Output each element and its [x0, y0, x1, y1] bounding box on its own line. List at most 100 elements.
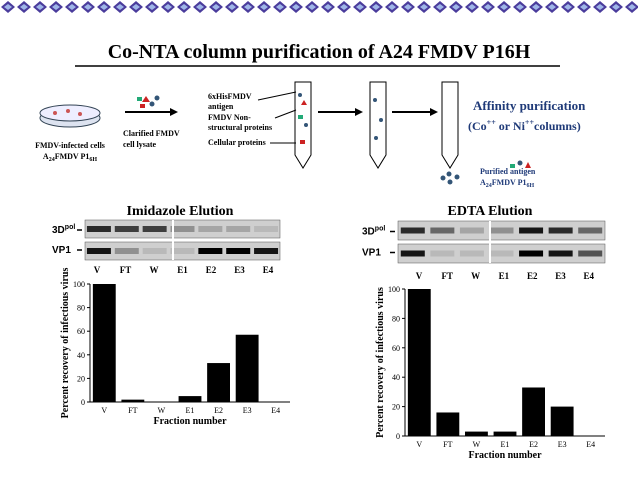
blot-band	[489, 250, 514, 257]
lane-label: E4	[584, 271, 595, 281]
arrow-head	[430, 108, 438, 116]
blot-band	[226, 226, 251, 232]
lane-label: W	[471, 271, 480, 281]
blot-band	[548, 250, 573, 257]
diagram	[39, 81, 531, 185]
bar	[407, 289, 431, 436]
y-tick-label: 20	[392, 403, 400, 412]
blot-band	[86, 248, 111, 254]
blot-strip	[84, 241, 281, 261]
x-tick-label: E1	[186, 406, 195, 415]
legend-text: antigen	[208, 102, 234, 111]
lysate-label: cell lysate	[123, 140, 157, 149]
blot-label: VP1	[362, 248, 381, 259]
blot-band	[430, 227, 455, 234]
blot-label-main: 3D	[362, 227, 375, 238]
y-tick-label: 80	[77, 304, 85, 313]
y-tick-label: 0	[81, 398, 85, 407]
arrow-head	[170, 108, 178, 116]
purified-strain: A24FMDV P16H	[480, 178, 535, 189]
x-tick-label: E2	[214, 406, 223, 415]
y-tick-label: 60	[77, 327, 85, 336]
lane-label: V	[94, 265, 101, 275]
lane-label: W	[150, 265, 159, 275]
column-1-beads	[298, 93, 308, 144]
chart-title: Imidazole Elution	[127, 204, 234, 219]
lane-label: E1	[499, 271, 510, 281]
lane-label: FT	[120, 265, 132, 275]
t: (Co	[468, 119, 487, 133]
blot-band	[578, 250, 603, 257]
y-tick-label: 60	[392, 344, 400, 353]
column-3	[441, 81, 459, 169]
y-tick-label: 100	[388, 285, 400, 294]
t: 24	[486, 183, 492, 189]
y-tick-label: 20	[77, 374, 85, 383]
y-axis-label: Percent recovery of infectious virus	[60, 268, 71, 419]
t: 6H	[89, 157, 97, 163]
t: ++	[487, 118, 497, 127]
lane-label: E3	[234, 265, 245, 275]
x-axis-label: Fraction number	[468, 450, 542, 461]
column-1	[294, 81, 312, 169]
purified-label: Purified antigen	[480, 167, 536, 176]
blot-band	[254, 226, 279, 232]
t: A	[480, 178, 486, 187]
y-tick-label: 0	[396, 432, 400, 441]
blot-label-sup: pol	[375, 226, 386, 233]
bar	[493, 431, 517, 436]
chart-title: EDTA Elution	[448, 204, 533, 219]
column-2-beads	[373, 98, 383, 140]
blot-band	[400, 250, 425, 257]
bar	[92, 284, 116, 402]
blot-band	[548, 227, 573, 234]
x-tick-label: W	[473, 440, 481, 449]
lane-label: FT	[442, 271, 454, 281]
affinity-title: Affinity purification	[473, 98, 586, 113]
x-tick-label: FT	[128, 406, 137, 415]
bar	[522, 387, 545, 436]
t: FMDV P1	[492, 178, 527, 187]
blot-band	[198, 248, 223, 254]
blot-band	[142, 226, 167, 232]
purified-dots	[510, 160, 531, 168]
lane-label: E4	[263, 265, 274, 275]
lysate-label: Clarified FMDV	[123, 129, 180, 138]
blot-strip	[397, 220, 606, 241]
bar	[178, 396, 202, 402]
blot-band	[254, 248, 279, 254]
legend-text: 6xHisFMDV	[208, 92, 252, 101]
legend-text: Cellular proteins	[208, 138, 266, 147]
t: columns)	[534, 119, 581, 133]
legend-text: FMDV Non-	[208, 113, 251, 122]
bar	[550, 406, 574, 436]
bar	[465, 431, 488, 436]
y-tick-label: 100	[73, 280, 85, 289]
blot-band	[170, 226, 195, 232]
x-tick-label: W	[158, 406, 166, 415]
slide-title: Co-NTA column purification of A24 FMDV P…	[108, 41, 531, 63]
blot-band	[400, 227, 425, 234]
blot-band	[519, 227, 544, 234]
blot-strip	[84, 219, 281, 239]
y-tick-label: 40	[392, 373, 400, 382]
t: or Ni	[496, 119, 526, 133]
x-tick-label: E1	[501, 440, 510, 449]
x-tick-label: E2	[529, 440, 538, 449]
blot-band	[114, 226, 139, 232]
y-tick-label: 40	[77, 351, 85, 360]
cells-strain: A24FMDV P16H	[43, 152, 98, 163]
blot-band	[142, 248, 167, 254]
t: 6H	[527, 183, 535, 189]
column-2	[369, 81, 387, 169]
t: FMDV P1	[55, 152, 90, 161]
blot-band	[86, 226, 111, 232]
pointer-lines	[257, 91, 297, 144]
blot-band	[226, 248, 251, 254]
legend-text: structural proteins	[208, 123, 272, 132]
blot-band	[459, 250, 484, 257]
petri-dish-lid	[39, 104, 101, 122]
cells	[53, 109, 82, 116]
lane-label: E3	[555, 271, 566, 281]
